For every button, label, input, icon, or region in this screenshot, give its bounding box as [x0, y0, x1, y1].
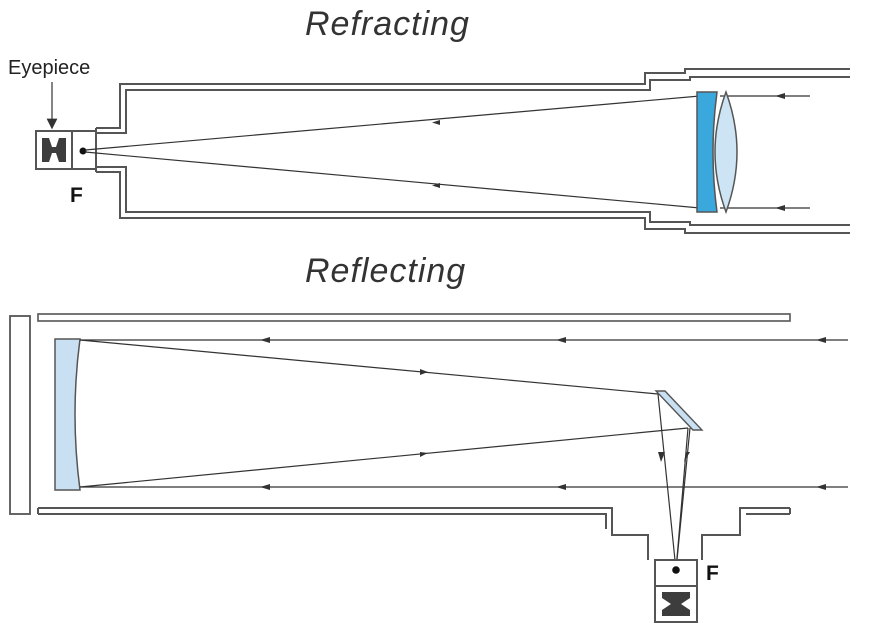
refracting-focus-label: F: [70, 184, 83, 207]
refracting-rays: [84, 93, 810, 211]
reflecting-end-cap: [9, 315, 31, 515]
refracting-focal-point: [79, 147, 87, 155]
refracting-title: Refracting: [305, 5, 470, 43]
reflecting-section: Reflecting: [9, 252, 848, 623]
refracting-eyepiece: [35, 130, 96, 170]
reflecting-title: Reflecting: [305, 252, 466, 290]
primary-mirror: [54, 338, 81, 491]
reflecting-rays: [79, 337, 848, 571]
refracting-section: Refracting Eyepiece F: [8, 5, 850, 234]
refracting-tube: [95, 68, 850, 234]
reflecting-focal-point: [672, 566, 680, 574]
reflecting-tube: [37, 313, 791, 560]
objective-lens: [696, 89, 738, 215]
secondary-mirror: [654, 390, 704, 431]
reflecting-focus-label: F: [706, 562, 719, 585]
eyepiece-label: Eyepiece: [8, 57, 90, 79]
